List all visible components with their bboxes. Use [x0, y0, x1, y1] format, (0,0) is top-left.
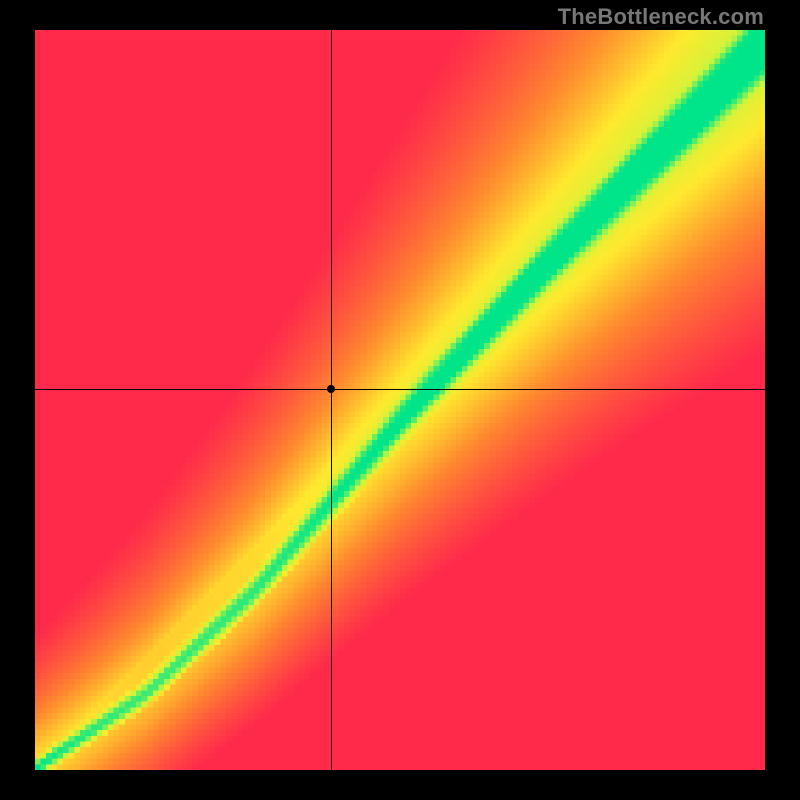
crosshair-vertical: [331, 30, 332, 770]
bottleneck-heatmap: [35, 30, 765, 770]
chart-container: { "watermark": { "text": "TheBottleneck.…: [0, 0, 800, 800]
crosshair-horizontal: [35, 389, 765, 390]
watermark-text: TheBottleneck.com: [558, 4, 764, 30]
crosshair-dot: [327, 385, 335, 393]
